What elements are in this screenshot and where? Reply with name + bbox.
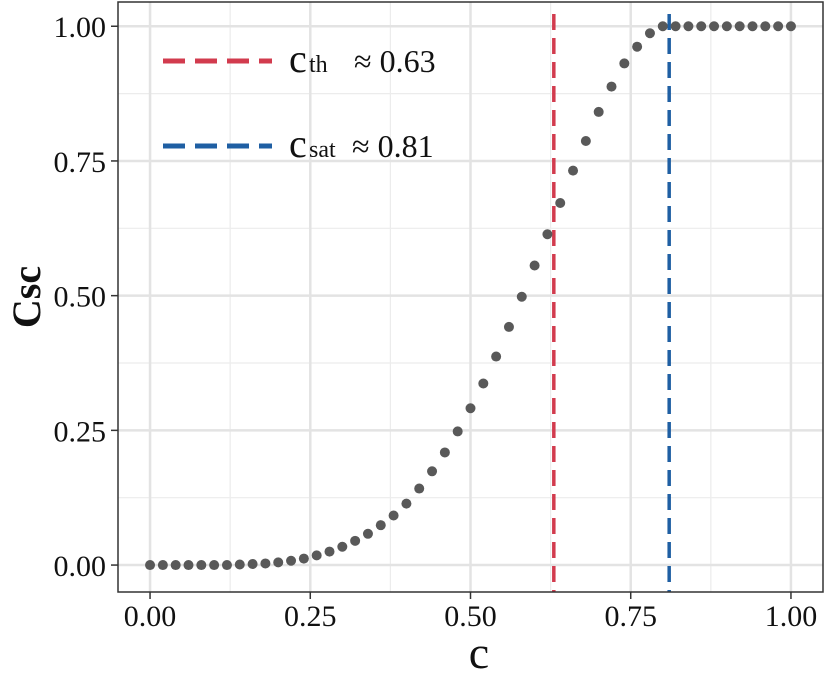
y-axis-ticks: 0.00 0.25 0.50 0.75 1.00 (54, 11, 118, 583)
data-point (298, 553, 309, 564)
data-point (657, 21, 668, 32)
legend-symbol-c-th: c (289, 36, 307, 81)
x-tick-label: 0.25 (284, 600, 337, 633)
data-point (465, 403, 476, 414)
data-point (670, 21, 681, 32)
data-point (683, 21, 694, 32)
y-tick-label: 1.00 (54, 11, 107, 44)
data-point (491, 351, 502, 362)
y-tick-label: 0.50 (54, 281, 107, 314)
y-tick-label: 0.75 (54, 146, 107, 179)
data-point (427, 466, 438, 477)
x-tick-label: 0.75 (604, 600, 657, 633)
data-points (145, 21, 796, 571)
data-point (145, 560, 156, 571)
x-tick-label: 1.00 (765, 600, 818, 633)
data-point (580, 136, 591, 147)
x-axis-ticks: 0.00 0.25 0.50 0.75 1.00 (124, 592, 817, 633)
data-point (247, 558, 258, 569)
data-point (734, 21, 745, 32)
legend: c th ≈ 0.63 c sat ≈ 0.81 (163, 36, 436, 166)
data-point (401, 498, 412, 509)
data-point (350, 535, 361, 546)
data-point (529, 260, 540, 271)
data-point (644, 28, 655, 39)
legend-item-c-sat: c sat ≈ 0.81 (163, 121, 434, 166)
data-point (362, 528, 373, 539)
data-point (516, 291, 527, 302)
data-point (632, 41, 643, 52)
data-point (503, 321, 514, 332)
data-point (606, 81, 617, 92)
legend-subscript-c-th: th (309, 52, 328, 78)
data-point (234, 559, 245, 570)
data-point (260, 558, 271, 569)
grid-major (118, 2, 823, 592)
data-point (157, 560, 168, 571)
data-point (221, 560, 232, 571)
data-point (311, 550, 322, 561)
data-point (375, 520, 386, 531)
data-point (709, 21, 720, 32)
data-point (721, 21, 732, 32)
data-point (747, 21, 758, 32)
legend-subscript-c-sat: sat (309, 137, 336, 163)
legend-symbol-c-sat: c (289, 121, 307, 166)
data-point (337, 541, 348, 552)
data-point (773, 21, 784, 32)
data-point (542, 229, 553, 240)
y-tick-label: 0.00 (54, 550, 107, 583)
data-point (568, 165, 579, 176)
data-point (555, 197, 566, 208)
x-tick-label: 0.50 (444, 600, 497, 633)
data-point (414, 483, 425, 494)
data-point (619, 58, 630, 69)
data-point (209, 560, 220, 571)
data-point (439, 447, 450, 458)
legend-value-c-sat: ≈ 0.81 (352, 128, 434, 164)
data-point (324, 546, 335, 557)
legend-item-c-th: c th ≈ 0.63 (163, 36, 436, 81)
data-point (696, 21, 707, 32)
data-point (286, 555, 297, 566)
data-point (388, 510, 399, 521)
data-point (760, 21, 771, 32)
data-point (170, 560, 181, 571)
x-axis-title: c (469, 627, 489, 675)
y-tick-label: 0.25 (54, 415, 107, 448)
data-point (183, 560, 194, 571)
x-tick-label: 0.00 (124, 600, 177, 633)
data-point (785, 21, 796, 32)
data-point (593, 106, 604, 117)
data-point (452, 426, 463, 437)
threshold-lines (552, 14, 671, 592)
y-axis-title: Csc (4, 266, 49, 328)
data-point (273, 557, 284, 568)
data-point (196, 560, 207, 571)
data-point (478, 378, 489, 389)
legend-value-c-th: ≈ 0.63 (354, 43, 436, 79)
